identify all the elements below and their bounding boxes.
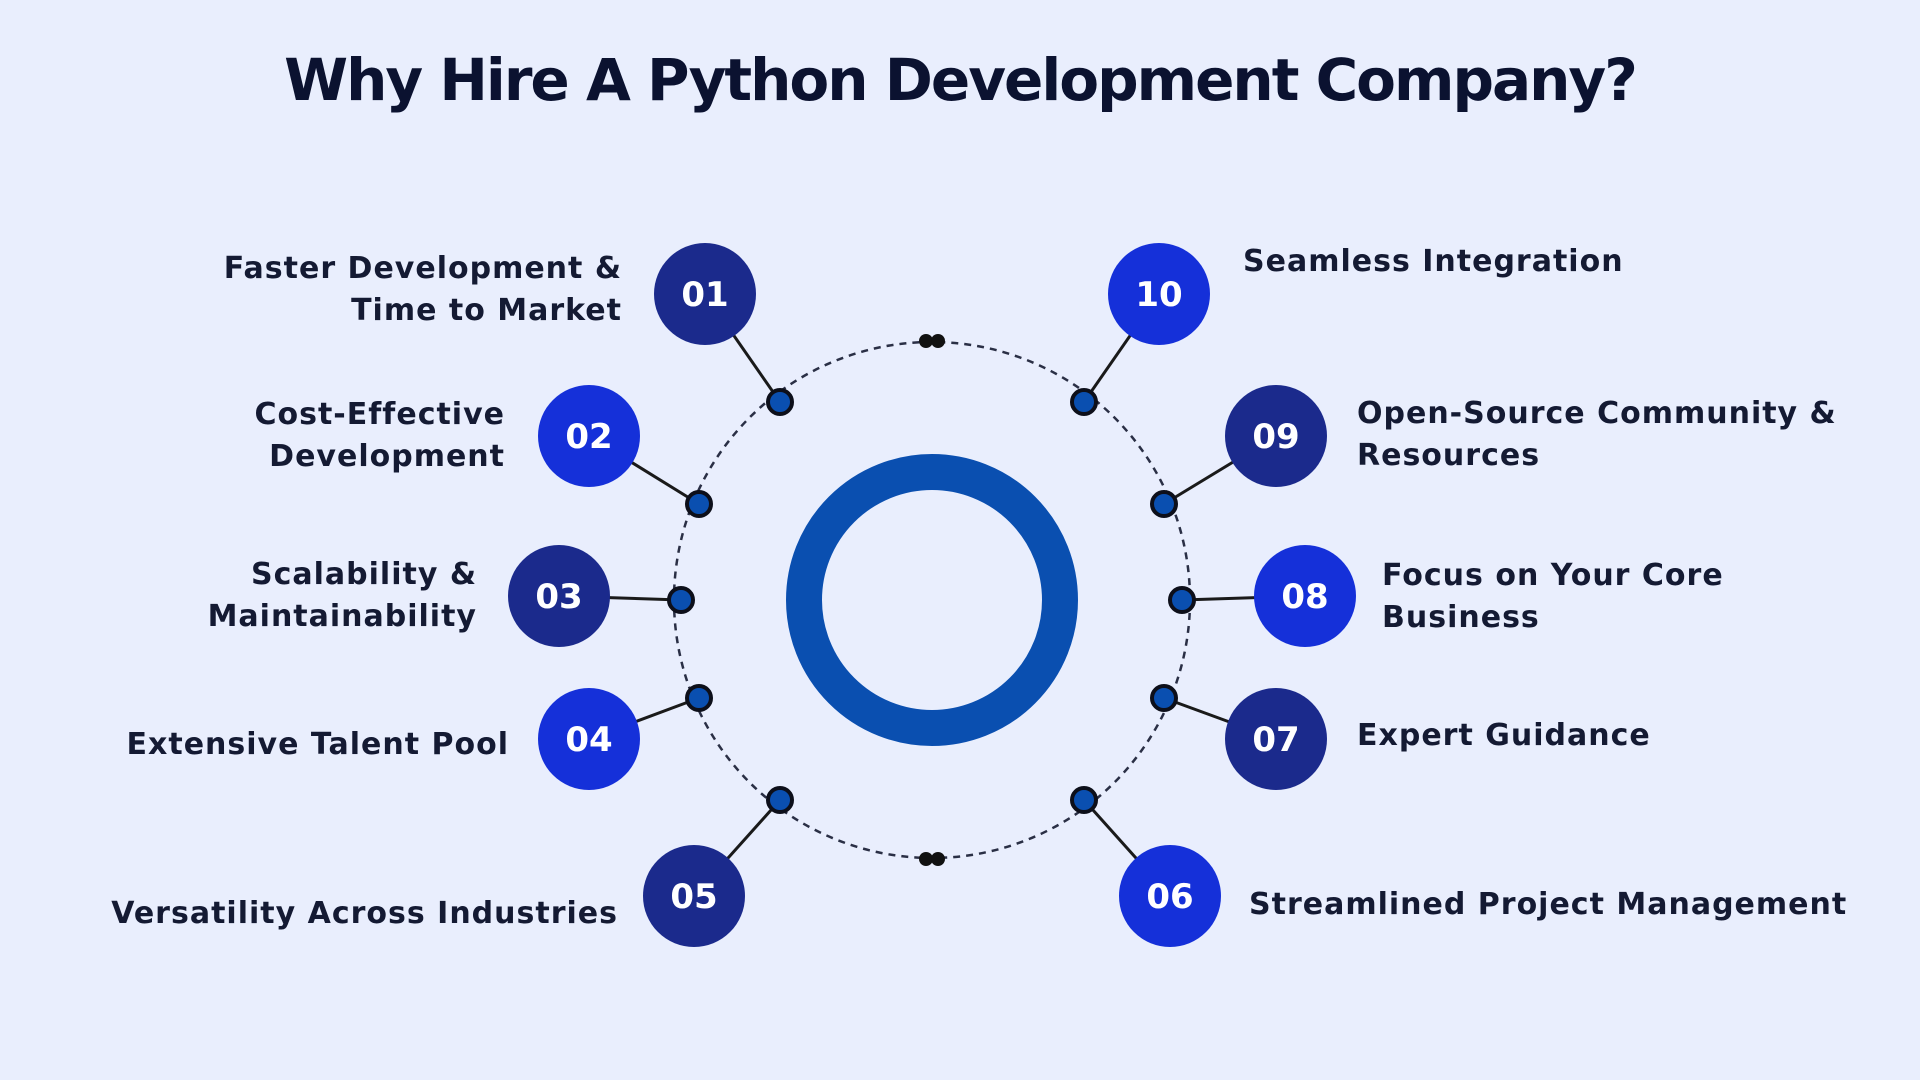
- item-label-line: Versatility Across Industries: [111, 896, 618, 931]
- badge-02: 02: [538, 385, 640, 487]
- item-label-line: Maintainability: [207, 599, 477, 634]
- badge-04: 04: [538, 688, 640, 790]
- item-label-line: Business: [1382, 600, 1540, 635]
- badge-number-05: 05: [670, 877, 717, 917]
- badge-07: 07: [1225, 688, 1327, 790]
- item-label-07: Expert Guidance: [1357, 715, 1651, 757]
- item-label-line: Development: [269, 439, 505, 474]
- orbit-bottom-marker: [919, 852, 945, 866]
- item-label-line: Scalability &: [251, 557, 477, 592]
- badge-circle-02: [538, 385, 640, 487]
- badge-circle-01: [654, 243, 756, 345]
- item-label-10: Seamless Integration: [1243, 241, 1624, 283]
- badge-03: 03: [508, 545, 610, 647]
- item-label-line: Seamless Integration: [1243, 244, 1624, 279]
- badge-number-02: 02: [565, 417, 612, 457]
- orbit-node-09: [1150, 490, 1178, 518]
- badge-number-07: 07: [1252, 720, 1299, 760]
- orbit-node-01: [766, 388, 794, 416]
- page-title: Why Hire A Python Development Company?: [284, 46, 1638, 114]
- orbit-node-02: [685, 490, 713, 518]
- item-label-line: Time to Market: [351, 293, 622, 328]
- badge-circle-04: [538, 688, 640, 790]
- badge-circle-05: [643, 845, 745, 947]
- badge-05: 05: [643, 845, 745, 947]
- item-label-02: Cost-Effective Development: [254, 394, 505, 478]
- orbit-node-03: [667, 586, 695, 614]
- item-label-line: Expert Guidance: [1357, 718, 1651, 753]
- badge-10: 10: [1108, 243, 1210, 345]
- badge-circle-08: [1254, 545, 1356, 647]
- badge-number-01: 01: [681, 275, 728, 315]
- badge-number-08: 08: [1281, 577, 1328, 617]
- item-label-line: Cost-Effective: [254, 397, 505, 432]
- badge-circle-06: [1119, 845, 1221, 947]
- item-label-line: Open-Source Community &: [1357, 396, 1837, 431]
- badge-09: 09: [1225, 385, 1327, 487]
- badge-number-03: 03: [535, 577, 582, 617]
- center-ring: [786, 454, 1078, 746]
- item-label-04: Extensive Talent Pool: [127, 724, 509, 766]
- item-label-line: Resources: [1357, 438, 1541, 473]
- item-label-09: Open-Source Community & Resources: [1357, 393, 1837, 477]
- orbit-node-06: [1070, 786, 1098, 814]
- item-label-03: Scalability & Maintainability: [208, 554, 477, 638]
- item-label-01: Faster Development & Time to Market: [224, 248, 622, 332]
- badge-number-09: 09: [1252, 417, 1299, 457]
- badge-06: 06: [1119, 845, 1221, 947]
- badge-number-04: 04: [565, 720, 612, 760]
- item-label-line: Faster Development &: [223, 251, 622, 286]
- badge-number-10: 10: [1135, 275, 1182, 315]
- orbit-top-marker: [919, 334, 945, 348]
- badge-circle-09: [1225, 385, 1327, 487]
- dashed-orbit: [672, 340, 1192, 860]
- item-label-06: Streamlined Project Management: [1249, 884, 1847, 926]
- badge-08: 08: [1254, 545, 1356, 647]
- item-label-08: Focus on Your Core Business: [1382, 555, 1724, 639]
- badge-circle-03: [508, 545, 610, 647]
- orbit-node-05: [766, 786, 794, 814]
- item-label-line: Extensive Talent Pool: [126, 727, 509, 762]
- badge-circle-10: [1108, 243, 1210, 345]
- orbit-node-08: [1168, 586, 1196, 614]
- item-label-line: Focus on Your Core: [1382, 558, 1724, 593]
- item-label-05: Versatility Across Industries: [111, 893, 618, 935]
- badge-number-06: 06: [1146, 877, 1193, 917]
- badge-circle-07: [1225, 688, 1327, 790]
- item-label-line: Streamlined Project Management: [1249, 887, 1848, 922]
- orbit-node-07: [1150, 684, 1178, 712]
- orbit-node-10: [1070, 388, 1098, 416]
- badge-01: 01: [654, 243, 756, 345]
- orbit-node-04: [685, 684, 713, 712]
